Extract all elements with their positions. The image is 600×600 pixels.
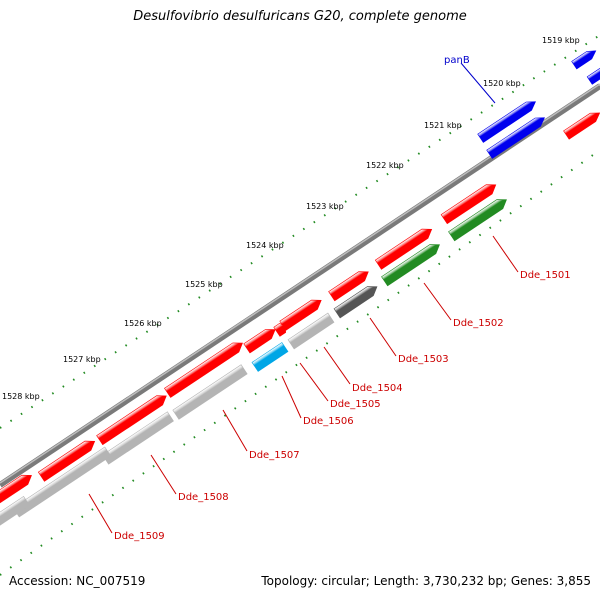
gene-label-dde-1502[interactable]: Dde_1502 [453, 318, 504, 329]
kbp-label: 1526 kbp [124, 319, 162, 328]
outer-tick-arc [0, 34, 600, 429]
panB-leader [460, 62, 496, 104]
gene-glyph-dde-1503[interactable] [333, 286, 378, 319]
gene-glyph-dde-1503-fwd[interactable] [328, 271, 369, 302]
gene-glyphs [0, 50, 600, 527]
gene-glyph-left-edge[interactable] [0, 474, 32, 504]
kbp-label: 1524 kbp [246, 241, 284, 250]
gene-glyph-dde-1502[interactable] [381, 244, 440, 287]
gene-label-dde-1506[interactable]: Dde_1506 [303, 416, 354, 427]
gene-glyph-pan-2[interactable] [486, 117, 545, 159]
kbp-label: 1521 kbp [424, 121, 462, 130]
map-title: Desulfovibrio desulfuricans G20, complet… [133, 9, 467, 24]
gene-glyph-dde-1500[interactable] [440, 184, 497, 225]
kbp-label: 1523 kbp [306, 202, 344, 211]
dde-1505-leader [299, 362, 329, 402]
kbp-label: 1520 kbp [483, 79, 521, 88]
gene-glyph-dde-1507[interactable] [172, 364, 248, 420]
gene-glyph-pan-top-2[interactable] [586, 66, 600, 85]
gene-glyph-left-edge-rev[interactable] [0, 495, 31, 527]
gene-glyph-dde-1505-fwd[interactable] [243, 329, 276, 354]
gene-label-dde-1505[interactable]: Dde_1505 [330, 399, 381, 410]
accession-text: Accession: NC_007519 [9, 574, 146, 588]
gene-label-dde-1509[interactable]: Dde_1509 [114, 531, 165, 542]
leader-lines [88, 62, 519, 534]
kbp-labels: 1519 kbp 1520 kbp 1521 kbp 1522 kbp 1523… [2, 36, 580, 401]
gene-glyph-dde-1501[interactable] [448, 199, 507, 242]
gene-glyph-right-edge[interactable] [563, 112, 600, 140]
kbp-label: 1519 kbp [542, 36, 580, 45]
topology-text: Topology: circular; Length: 3,730,232 bp… [261, 574, 591, 588]
gene-glyph-dde-1508[interactable] [102, 411, 174, 465]
dde-1506-leader [281, 375, 302, 419]
gene-label-panB[interactable]: panB [444, 55, 470, 66]
kbp-label: 1525 kbp [185, 280, 223, 289]
gene-glyph-panB[interactable] [477, 101, 536, 143]
gene-glyph-dde-1509-fwd[interactable] [37, 440, 96, 482]
dde-1509-leader [88, 493, 113, 534]
dde-1502-leader [423, 282, 452, 321]
kbp-label: 1522 kbp [366, 161, 404, 170]
gene-glyph-dde-1504[interactable] [287, 312, 335, 350]
dde-1507-leader [222, 409, 248, 452]
dde-1503-leader [369, 317, 397, 357]
dde-1501-leader [492, 235, 519, 273]
gene-label-dde-1503[interactable]: Dde_1503 [398, 354, 449, 365]
gene-glyph-dde-1508-fwd[interactable] [96, 395, 167, 446]
dde-1504-leader [323, 346, 351, 385]
gene-glyph-dde-1501-fwd[interactable] [374, 228, 433, 270]
gene-label-dde-1508[interactable]: Dde_1508 [178, 492, 229, 503]
gene-label-dde-1501[interactable]: Dde_1501 [520, 270, 571, 281]
gene-glyph-dde-1505[interactable] [273, 322, 287, 337]
gene-label-dde-1504[interactable]: Dde_1504 [352, 383, 403, 394]
gene-glyph-dde-1507-fwd[interactable] [164, 342, 243, 398]
gene-label-dde-1507[interactable]: Dde_1507 [249, 450, 300, 461]
gene-labels: panB Dde_1501 Dde_1502 Dde_1503 Dde_1504… [114, 55, 571, 542]
kbp-label: 1528 kbp [2, 392, 40, 401]
inner-tick-arc [0, 149, 600, 576]
gene-glyph-pan-top[interactable] [571, 50, 597, 70]
gene-glyph-dde-1506[interactable] [251, 342, 289, 372]
dde-1508-leader [150, 454, 177, 495]
kbp-label: 1527 kbp [63, 355, 101, 364]
